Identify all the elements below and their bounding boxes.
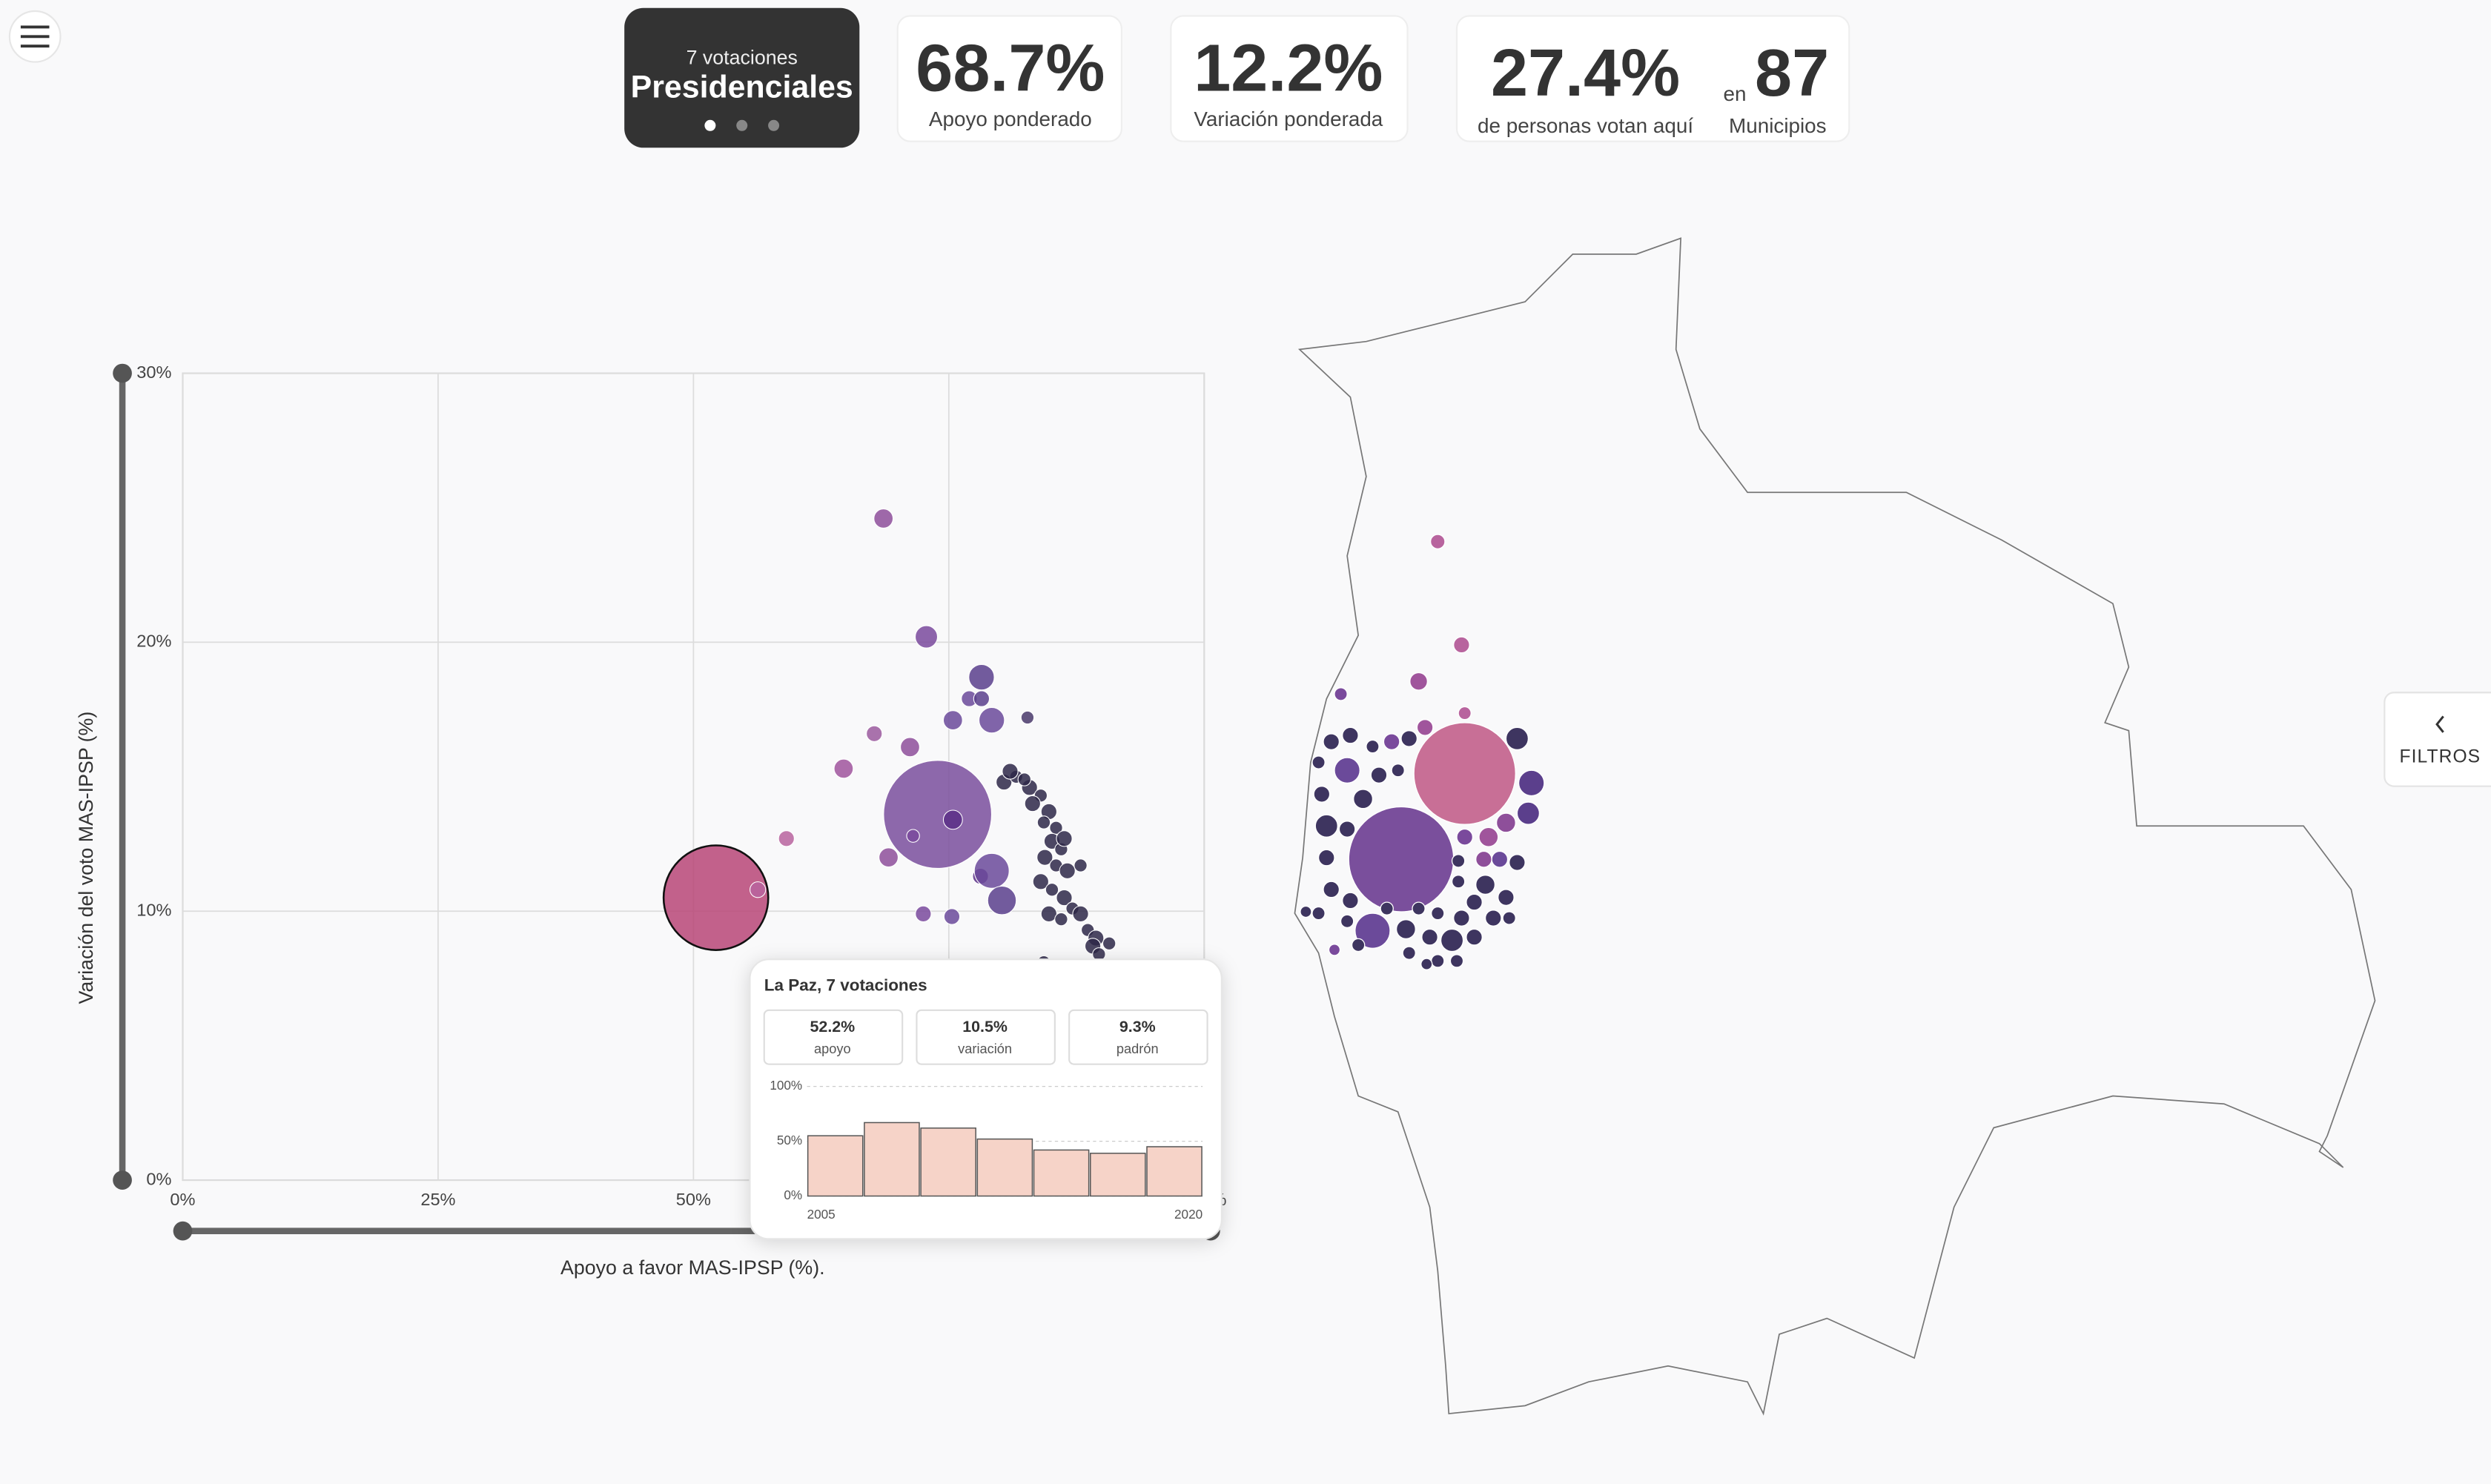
- y-tick-label: 10%: [136, 900, 171, 919]
- bar: [807, 1135, 864, 1197]
- bubble: [973, 690, 990, 707]
- bubble: [778, 830, 795, 847]
- bar: [1033, 1149, 1090, 1197]
- x-tick-label: 25%: [420, 1190, 455, 1209]
- bubble: [1056, 830, 1073, 847]
- bubble: [1045, 883, 1059, 897]
- menu-button[interactable]: [8, 10, 62, 63]
- bubble: [914, 625, 939, 649]
- bubble: [1024, 795, 1041, 812]
- tooltip-stat-value: 52.2%: [810, 1018, 856, 1036]
- tooltip-stat-value: 10.5%: [962, 1018, 1008, 1036]
- bubble: [987, 885, 1017, 915]
- bubble: [979, 706, 1005, 734]
- bubble: [1102, 936, 1117, 950]
- y-tick-label: 0%: [146, 1169, 171, 1188]
- bubble: [942, 710, 963, 731]
- stat-label: Apoyo ponderado: [929, 107, 1092, 130]
- stat-value: 68.7%: [916, 31, 1105, 105]
- bar: [920, 1127, 976, 1197]
- y-tick-label: 100%: [770, 1078, 802, 1093]
- x-axis-label: Apoyo a favor MAS-IPSP (%).: [560, 1256, 825, 1279]
- x-tick-label: 2005: [807, 1207, 836, 1222]
- tooltip-stat-label: variación: [958, 1041, 1012, 1056]
- filters-label: FILTROS: [2400, 747, 2481, 767]
- stat-card: 27.4% de personas votan aquí en 87 Munic…: [1455, 15, 1850, 142]
- bubble: [1040, 905, 1058, 923]
- bubble: [900, 737, 920, 758]
- bubble: [883, 760, 993, 869]
- bubble: [1074, 858, 1088, 872]
- bubble: [1036, 815, 1051, 829]
- stat-count: 87: [1755, 36, 1829, 110]
- x-tick-label: 0%: [170, 1190, 195, 1209]
- stat-value: 27.4%: [1491, 36, 1680, 110]
- stat-label: de personas votan aquí: [1478, 114, 1693, 137]
- bubble: [750, 881, 767, 898]
- bubble: [1036, 849, 1053, 866]
- x-tick-label: 2020: [1174, 1207, 1203, 1222]
- bubble: [906, 829, 920, 843]
- bubble: [866, 725, 883, 742]
- bubble: [873, 509, 894, 529]
- tooltip-stat-label: apoyo: [814, 1041, 851, 1056]
- bubble: [1059, 862, 1076, 879]
- bubble: [943, 908, 961, 925]
- bubble: [915, 905, 932, 923]
- bubble: [1002, 763, 1019, 780]
- bubble: [973, 852, 1010, 889]
- filters-tab[interactable]: FILTROS: [2384, 692, 2491, 787]
- map-bubbles: [1300, 534, 1545, 970]
- bubble: [1032, 873, 1049, 890]
- stat-card: 68.7% Apoyo ponderado: [896, 15, 1122, 142]
- y-tick-label: 0%: [784, 1187, 802, 1202]
- y-axis-label: Variación del voto MAS-IPSP (%): [75, 712, 97, 1004]
- bar: [864, 1122, 920, 1197]
- y-tick-label: 30%: [136, 362, 171, 382]
- stat-label: Variación ponderada: [1194, 107, 1383, 130]
- bubble: [833, 758, 854, 779]
- mode-title: Presidenciales: [631, 69, 853, 105]
- bubble: [1056, 889, 1073, 907]
- tooltip-title: La Paz, 7 votaciones: [764, 976, 927, 995]
- stat-card: 12.2% Variación ponderada: [1170, 15, 1409, 142]
- bubble: [942, 809, 963, 830]
- bar: [1090, 1153, 1146, 1197]
- map-outline: [1294, 237, 2376, 1416]
- bubble: [1017, 772, 1031, 786]
- bubble: [1020, 710, 1035, 725]
- tooltip-stat-value: 9.3%: [1119, 1018, 1156, 1036]
- bubble: [662, 844, 770, 951]
- stat-value: 12.2%: [1194, 31, 1383, 105]
- bar: [1146, 1146, 1203, 1197]
- tooltip-stat-label: padrón: [1117, 1041, 1159, 1056]
- tooltip: La Paz, 7 votaciones 52.2% apoyo 10.5% v…: [749, 958, 1223, 1240]
- bar: [976, 1138, 1033, 1197]
- stat-count-label: Municipios: [1729, 114, 1827, 137]
- mode-card[interactable]: 7 votaciones Presidenciales: [624, 7, 860, 148]
- y-tick-label: 50%: [777, 1133, 802, 1147]
- bubble: [1054, 912, 1068, 927]
- bubble: [879, 847, 899, 868]
- bubble: [1072, 905, 1089, 923]
- scatter-layer: 0%25%50%75%100%0%10%20%30%: [136, 362, 1226, 1209]
- bubble: [968, 663, 995, 691]
- y-slider[interactable]: [113, 363, 132, 1190]
- x-tick-label: 50%: [676, 1190, 711, 1209]
- mode-count: 7 votaciones: [687, 46, 798, 68]
- stat-joiner: en: [1723, 82, 1746, 105]
- y-tick-label: 20%: [136, 632, 171, 651]
